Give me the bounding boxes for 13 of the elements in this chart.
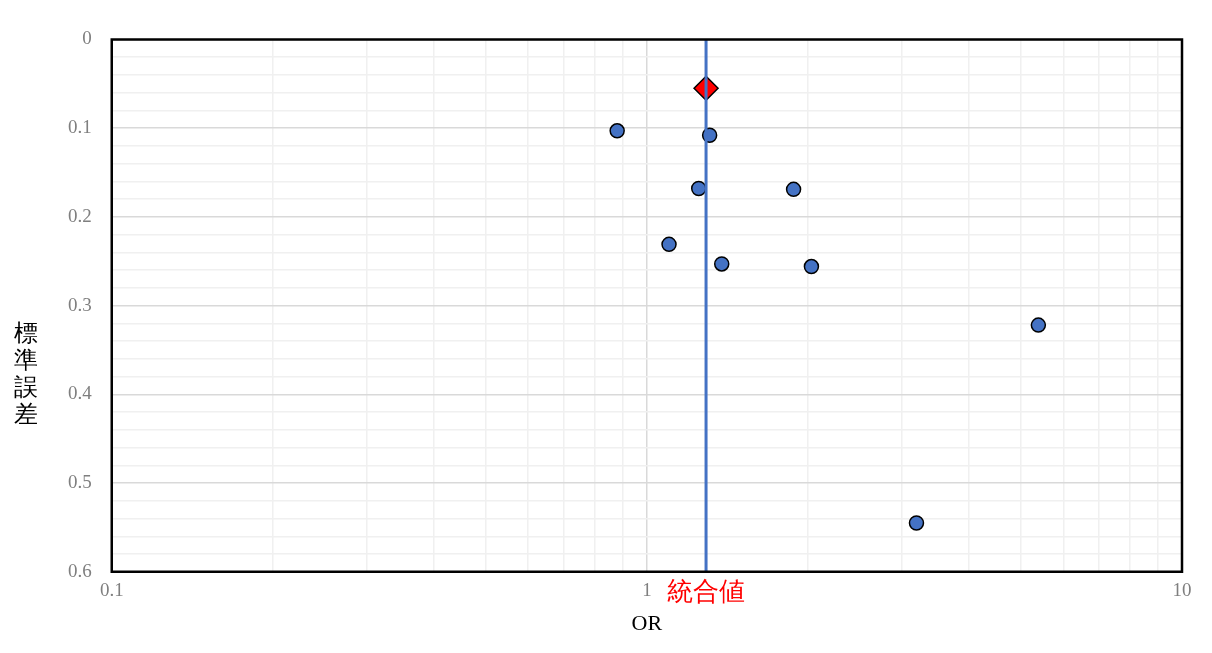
y-axis-title: 標準誤差: [14, 319, 38, 427]
y-tick-label: 0.6: [68, 559, 92, 581]
y-tick-label: 0.2: [68, 204, 92, 226]
y-tick-label: 0: [82, 27, 92, 49]
ref-line-label: 統合値: [667, 576, 746, 606]
x-tick-label: 10: [1172, 579, 1192, 601]
x-axis-title: OR: [631, 609, 663, 635]
y-tick-label: 0.4: [68, 382, 93, 404]
x-tick-label: 1: [642, 579, 652, 601]
y-tick-label: 0.1: [68, 116, 92, 138]
x-tick-label: 0.1: [99, 579, 124, 601]
y-tick-label: 0.5: [68, 471, 92, 493]
y-tick-label: 0.3: [68, 293, 92, 315]
